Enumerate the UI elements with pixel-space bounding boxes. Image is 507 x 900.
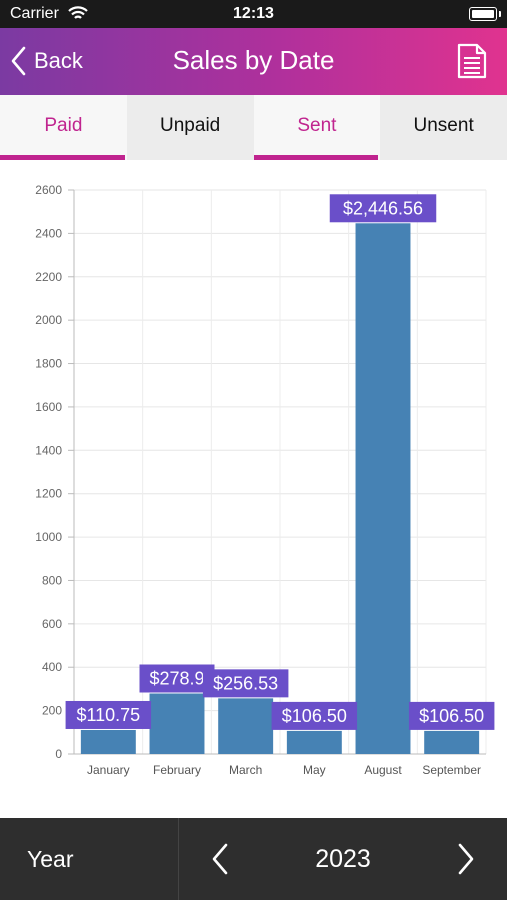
tab-sent[interactable]: Sent (253, 95, 381, 160)
y-tick-label: 2600 (35, 183, 62, 197)
data-label: $110.75 (76, 705, 140, 725)
y-tick-label: 0 (55, 747, 62, 761)
bar-chart: 0 200 400 600 800 1000 1200 1400 1600 1800 2000 220… (35, 183, 495, 777)
data-label-box (329, 194, 437, 223)
status-bar: Carrier 12:13 (0, 0, 507, 28)
y-tick-label: 600 (42, 617, 62, 631)
tab-unsent[interactable]: Unsent (380, 95, 507, 160)
wifi-icon (68, 6, 88, 19)
clock: 12:13 (233, 5, 274, 22)
back-button[interactable]: Back (10, 44, 83, 78)
nav-bar: Back Sales by Date (0, 28, 507, 95)
chevron-left-icon (11, 46, 26, 76)
year-value: 2023 (315, 845, 371, 873)
chevron-left-icon[interactable] (207, 842, 233, 876)
y-tick-label: 2400 (35, 226, 62, 240)
data-label-box (271, 701, 358, 730)
bar (80, 729, 136, 754)
tab-unpaid[interactable]: Unpaid (126, 95, 254, 160)
battery-icon (469, 7, 497, 21)
data-label: $278.9 (149, 669, 204, 689)
chevron-right-icon[interactable] (453, 842, 479, 876)
y-tick-label: 1400 (35, 443, 62, 457)
y-tick-label: 1000 (35, 530, 62, 544)
data-label-box (139, 664, 215, 693)
data-label: $106.50 (282, 706, 347, 726)
bar (286, 730, 342, 754)
y-tick-label: 1600 (35, 400, 62, 414)
x-tick-label: May (303, 763, 326, 777)
divider (178, 818, 179, 900)
data-label: $256.53 (213, 673, 278, 693)
document-icon[interactable] (457, 43, 487, 79)
y-tick-label: 800 (42, 573, 62, 587)
y-tick-label: 1800 (35, 357, 62, 371)
y-tick-label: 400 (42, 660, 62, 674)
bar (149, 693, 205, 754)
y-tick-label: 1200 (35, 487, 62, 501)
tab-paid[interactable]: Paid (0, 95, 127, 160)
bar (355, 223, 411, 754)
x-tick-label: January (87, 763, 130, 777)
x-tick-label: September (422, 763, 481, 777)
y-tick-label: 2000 (35, 313, 62, 327)
data-label-box (408, 701, 495, 730)
year-selector: Year 2023 (0, 818, 507, 900)
x-tick-label: August (364, 763, 402, 777)
y-tick-label: 2200 (35, 270, 62, 284)
data-label-box (65, 700, 152, 729)
filter-tabs: Paid Unpaid Sent Unsent (0, 95, 507, 160)
bar (424, 730, 480, 754)
x-tick-label: February (153, 763, 201, 777)
carrier-label: Carrier (10, 5, 59, 22)
bar (218, 698, 274, 754)
data-label-box (202, 669, 289, 698)
back-label: Back (34, 48, 83, 73)
data-label: $106.50 (419, 706, 484, 726)
battery-tip (499, 11, 501, 17)
year-label: Year (27, 846, 74, 872)
data-label: $2,446.56 (343, 198, 423, 218)
x-tick-label: March (229, 763, 262, 777)
y-tick-label: 200 (42, 704, 62, 718)
sales-chart: 0 200 400 600 800 1000 1200 1400 1600 1800 2000 220… (0, 160, 507, 818)
